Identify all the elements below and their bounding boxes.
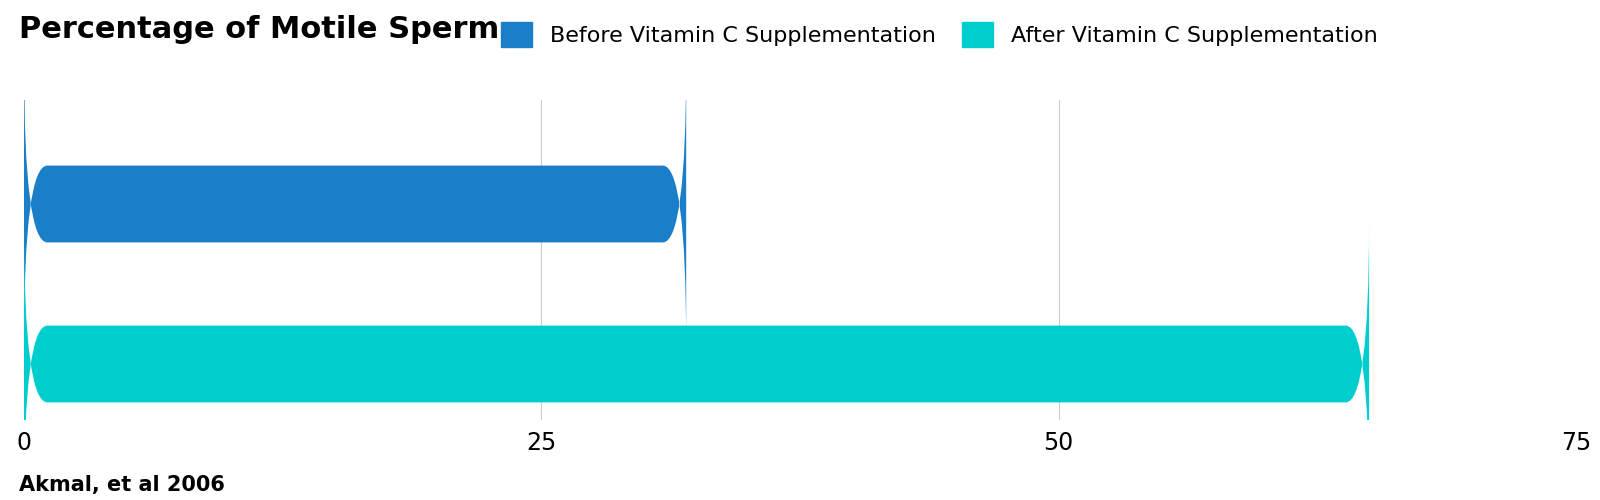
Bar <box>24 166 686 242</box>
Text: Akmal, et al 2006: Akmal, et al 2006 <box>19 475 226 495</box>
Bar <box>24 326 1370 402</box>
Legend: Before Vitamin C Supplementation, After Vitamin C Supplementation: Before Vitamin C Supplementation, After … <box>501 22 1378 47</box>
FancyBboxPatch shape <box>24 62 686 346</box>
FancyBboxPatch shape <box>24 222 1370 500</box>
Text: Percentage of Motile Sperm: Percentage of Motile Sperm <box>19 15 499 44</box>
